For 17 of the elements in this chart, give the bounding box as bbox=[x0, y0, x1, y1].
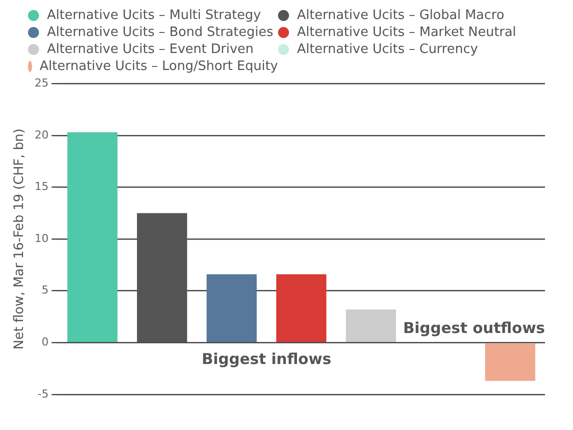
legend-label: Alternative Ucits – Multi Strategy bbox=[47, 8, 261, 23]
y-axis-title: Net flow, Mar 16-Feb 19 (CHF, bn) bbox=[12, 128, 28, 350]
y-tick-label: -5 bbox=[38, 387, 49, 400]
y-tick-label: 5 bbox=[42, 284, 49, 297]
annotation: Biggest inflows bbox=[202, 350, 332, 368]
y-tick-label: 10 bbox=[34, 232, 49, 245]
y-tick-label: 0 bbox=[42, 335, 49, 348]
legend-label: Alternative Ucits – Market Neutral bbox=[297, 25, 516, 40]
legend-label: Alternative Ucits – Global Macro bbox=[297, 8, 504, 23]
legend-label: Alternative Ucits – Currency bbox=[297, 42, 478, 57]
y-tick-label: 15 bbox=[34, 180, 49, 194]
y-tick-label: 25 bbox=[34, 76, 49, 90]
legend-label: Alternative Ucits – Bond Strategies bbox=[47, 25, 274, 40]
y-tick-label: 20 bbox=[34, 128, 49, 142]
legend-label: Alternative Ucits – Long/Short Equity bbox=[40, 59, 278, 74]
legend-label: Alternative Ucits – Event Driven bbox=[47, 42, 254, 57]
annotation: Biggest outflows bbox=[403, 318, 546, 337]
